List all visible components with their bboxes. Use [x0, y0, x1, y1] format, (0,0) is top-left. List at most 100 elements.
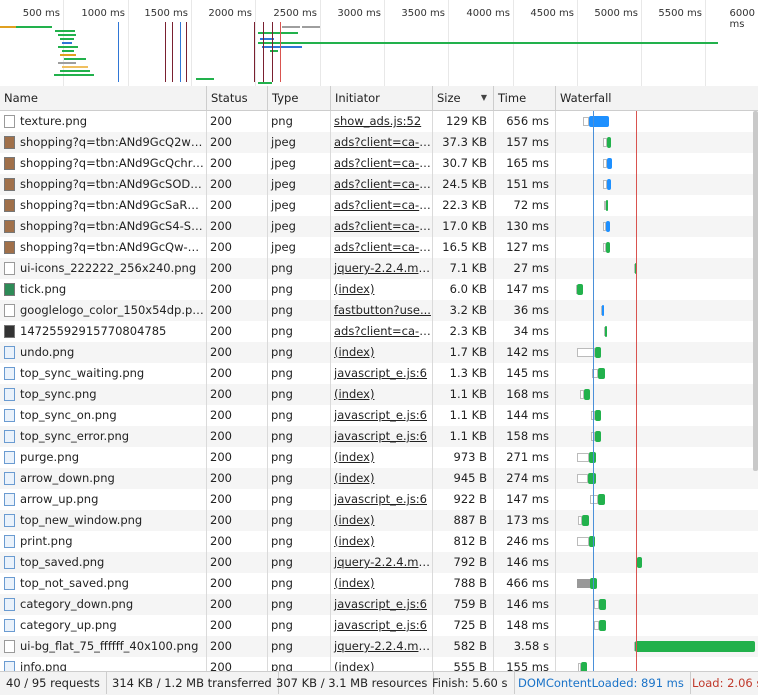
- table-row[interactable]: top_sync_on.png 200 png javascript_e.js:6 1.…: [0, 405, 758, 426]
- cell-initiator[interactable]: ads?client=ca-p...: [330, 321, 432, 342]
- cell-name[interactable]: top_sync_error.png: [0, 426, 206, 447]
- table-row[interactable]: ui-icons_222222_256x240.png 200 png jquery-…: [0, 258, 758, 279]
- vertical-scrollbar[interactable]: [753, 111, 758, 471]
- table-row[interactable]: top_not_saved.png 200 png (index) 788 B 466 m…: [0, 573, 758, 594]
- cell-name[interactable]: shopping?q=tbn:ANd9GcQ2wys...: [0, 132, 206, 153]
- cell-name[interactable]: googlelogo_color_150x54dp.png: [0, 300, 206, 321]
- table-row[interactable]: undo.png 200 png (index) 1.7 KB 142 ms: [0, 342, 758, 363]
- cell-initiator[interactable]: javascript_e.js:6: [330, 489, 432, 510]
- cell-name[interactable]: purge.png: [0, 447, 206, 468]
- cell-name[interactable]: top_new_window.png: [0, 510, 206, 531]
- initiator-value[interactable]: ads?client=ca-p...: [334, 198, 432, 212]
- initiator-value[interactable]: fastbutton?use...: [334, 303, 431, 317]
- column-header-initiator[interactable]: Initiator: [330, 86, 432, 110]
- table-row[interactable]: top_new_window.png 200 png (index) 887 B 173 …: [0, 510, 758, 531]
- table-row[interactable]: category_up.png 200 png javascript_e.js:6 72…: [0, 615, 758, 636]
- cell-initiator[interactable]: (index): [330, 279, 432, 300]
- table-row[interactable]: shopping?q=tbn:ANd9GcS4-S-... 200 jpeg ads?…: [0, 216, 758, 237]
- table-row[interactable]: top_sync_error.png 200 png javascript_e.js:…: [0, 426, 758, 447]
- initiator-value[interactable]: show_ads.js:52: [334, 114, 422, 128]
- table-row[interactable]: texture.png 200 png show_ads.js:52 129 KB 656…: [0, 111, 758, 132]
- table-row[interactable]: category_down.png 200 png javascript_e.js:6…: [0, 594, 758, 615]
- table-row[interactable]: top_saved.png 200 png jquery-2.2.4.mi... 792…: [0, 552, 758, 573]
- cell-initiator[interactable]: javascript_e.js:6: [330, 594, 432, 615]
- initiator-value[interactable]: (index): [334, 660, 375, 671]
- initiator-value[interactable]: javascript_e.js:6: [334, 366, 427, 380]
- cell-initiator[interactable]: ads?client=ca-p...: [330, 174, 432, 195]
- cell-initiator[interactable]: (index): [330, 657, 432, 671]
- table-row[interactable]: top_sync.png 200 png (index) 1.1 KB 168 ms: [0, 384, 758, 405]
- table-row[interactable]: shopping?q=tbn:ANd9GcQw-1... 200 jpeg ads?c…: [0, 237, 758, 258]
- table-row[interactable]: shopping?q=tbn:ANd9GcQ2wys... 200 jpeg ads?…: [0, 132, 758, 153]
- cell-name[interactable]: print.png: [0, 531, 206, 552]
- cell-name[interactable]: ui-bg_flat_75_ffffff_40x100.png: [0, 636, 206, 657]
- table-row[interactable]: shopping?q=tbn:ANd9GcSaRO9... 200 jpeg ads?…: [0, 195, 758, 216]
- cell-initiator[interactable]: (index): [330, 342, 432, 363]
- table-row[interactable]: tick.png 200 png (index) 6.0 KB 147 ms: [0, 279, 758, 300]
- initiator-value[interactable]: jquery-2.2.4.mi...: [334, 639, 432, 653]
- cell-name[interactable]: ui-icons_222222_256x240.png: [0, 258, 206, 279]
- table-row[interactable]: arrow_down.png 200 png (index) 945 B 274 ms: [0, 468, 758, 489]
- cell-name[interactable]: top_sync_waiting.png: [0, 363, 206, 384]
- cell-initiator[interactable]: javascript_e.js:6: [330, 615, 432, 636]
- initiator-value[interactable]: (index): [334, 387, 375, 401]
- cell-name[interactable]: info.png: [0, 657, 206, 671]
- cell-name[interactable]: shopping?q=tbn:ANd9GcQw-1...: [0, 237, 206, 258]
- table-row[interactable]: shopping?q=tbn:ANd9GcSODJ5... 200 jpeg ads?…: [0, 174, 758, 195]
- initiator-value[interactable]: ads?client=ca-p...: [334, 219, 432, 233]
- table-row[interactable]: ui-bg_flat_75_ffffff_40x100.png 200 png jqu…: [0, 636, 758, 657]
- cell-initiator[interactable]: (index): [330, 384, 432, 405]
- table-row[interactable]: top_sync_waiting.png 200 png javascript_e.j…: [0, 363, 758, 384]
- cell-initiator[interactable]: jquery-2.2.4.mi...: [330, 636, 432, 657]
- table-row[interactable]: print.png 200 png (index) 812 B 246 ms: [0, 531, 758, 552]
- initiator-value[interactable]: ads?client=ca-p...: [334, 156, 432, 170]
- cell-initiator[interactable]: jquery-2.2.4.mi...: [330, 552, 432, 573]
- initiator-value[interactable]: javascript_e.js:6: [334, 492, 427, 506]
- cell-name[interactable]: top_saved.png: [0, 552, 206, 573]
- cell-name[interactable]: top_sync_on.png: [0, 405, 206, 426]
- column-header-size[interactable]: Size ▼: [432, 86, 493, 110]
- table-row[interactable]: arrow_up.png 200 png javascript_e.js:6 922 B…: [0, 489, 758, 510]
- table-row[interactable]: googlelogo_color_150x54dp.png 200 png fastb…: [0, 300, 758, 321]
- cell-name[interactable]: shopping?q=tbn:ANd9GcSODJ5...: [0, 174, 206, 195]
- column-header-name[interactable]: Name: [4, 91, 38, 105]
- initiator-value[interactable]: javascript_e.js:6: [334, 408, 427, 422]
- cell-name[interactable]: texture.png: [0, 111, 206, 132]
- initiator-value[interactable]: ads?client=ca-p...: [334, 177, 432, 191]
- cell-name[interactable]: arrow_down.png: [0, 468, 206, 489]
- column-header-time[interactable]: Time: [493, 86, 555, 110]
- table-row[interactable]: purge.png 200 png (index) 973 B 271 ms: [0, 447, 758, 468]
- initiator-value[interactable]: jquery-2.2.4.mi...: [334, 555, 432, 569]
- cell-initiator[interactable]: ads?client=ca-p...: [330, 216, 432, 237]
- cell-name[interactable]: shopping?q=tbn:ANd9GcS4-S-...: [0, 216, 206, 237]
- initiator-value[interactable]: javascript_e.js:6: [334, 597, 427, 611]
- cell-initiator[interactable]: (index): [330, 573, 432, 594]
- column-header-waterfall[interactable]: Waterfall: [555, 86, 758, 110]
- table-row[interactable]: info.png 200 png (index) 555 B 155 ms: [0, 657, 758, 671]
- table-row[interactable]: 14725592915770804785 200 png ads?client=ca-…: [0, 321, 758, 342]
- cell-name[interactable]: category_up.png: [0, 615, 206, 636]
- cell-name[interactable]: tick.png: [0, 279, 206, 300]
- initiator-value[interactable]: (index): [334, 450, 375, 464]
- initiator-value[interactable]: javascript_e.js:6: [334, 429, 427, 443]
- overview-timeline[interactable]: 500 ms 1000 ms 1500 ms 2000 ms 2500 ms 3000 m…: [0, 0, 758, 87]
- cell-name[interactable]: shopping?q=tbn:ANd9GcQchrq...: [0, 153, 206, 174]
- initiator-value[interactable]: (index): [334, 534, 375, 548]
- cell-initiator[interactable]: ads?client=ca-p...: [330, 195, 432, 216]
- cell-name[interactable]: 14725592915770804785: [0, 321, 206, 342]
- cell-initiator[interactable]: ads?client=ca-p...: [330, 132, 432, 153]
- cell-initiator[interactable]: fastbutton?use...: [330, 300, 432, 321]
- initiator-value[interactable]: jquery-2.2.4.mi...: [334, 261, 432, 275]
- column-header-status[interactable]: Status: [206, 86, 267, 110]
- cell-initiator[interactable]: jquery-2.2.4.mi...: [330, 258, 432, 279]
- cell-initiator[interactable]: ads?client=ca-p...: [330, 153, 432, 174]
- initiator-value[interactable]: ads?client=ca-p...: [334, 324, 432, 338]
- cell-initiator[interactable]: show_ads.js:52: [330, 111, 432, 132]
- cell-name[interactable]: undo.png: [0, 342, 206, 363]
- cell-initiator[interactable]: (index): [330, 510, 432, 531]
- initiator-value[interactable]: (index): [334, 576, 375, 590]
- table-row[interactable]: shopping?q=tbn:ANd9GcQchrq... 200 jpeg ads?…: [0, 153, 758, 174]
- cell-name[interactable]: category_down.png: [0, 594, 206, 615]
- cell-name[interactable]: arrow_up.png: [0, 489, 206, 510]
- cell-initiator[interactable]: javascript_e.js:6: [330, 363, 432, 384]
